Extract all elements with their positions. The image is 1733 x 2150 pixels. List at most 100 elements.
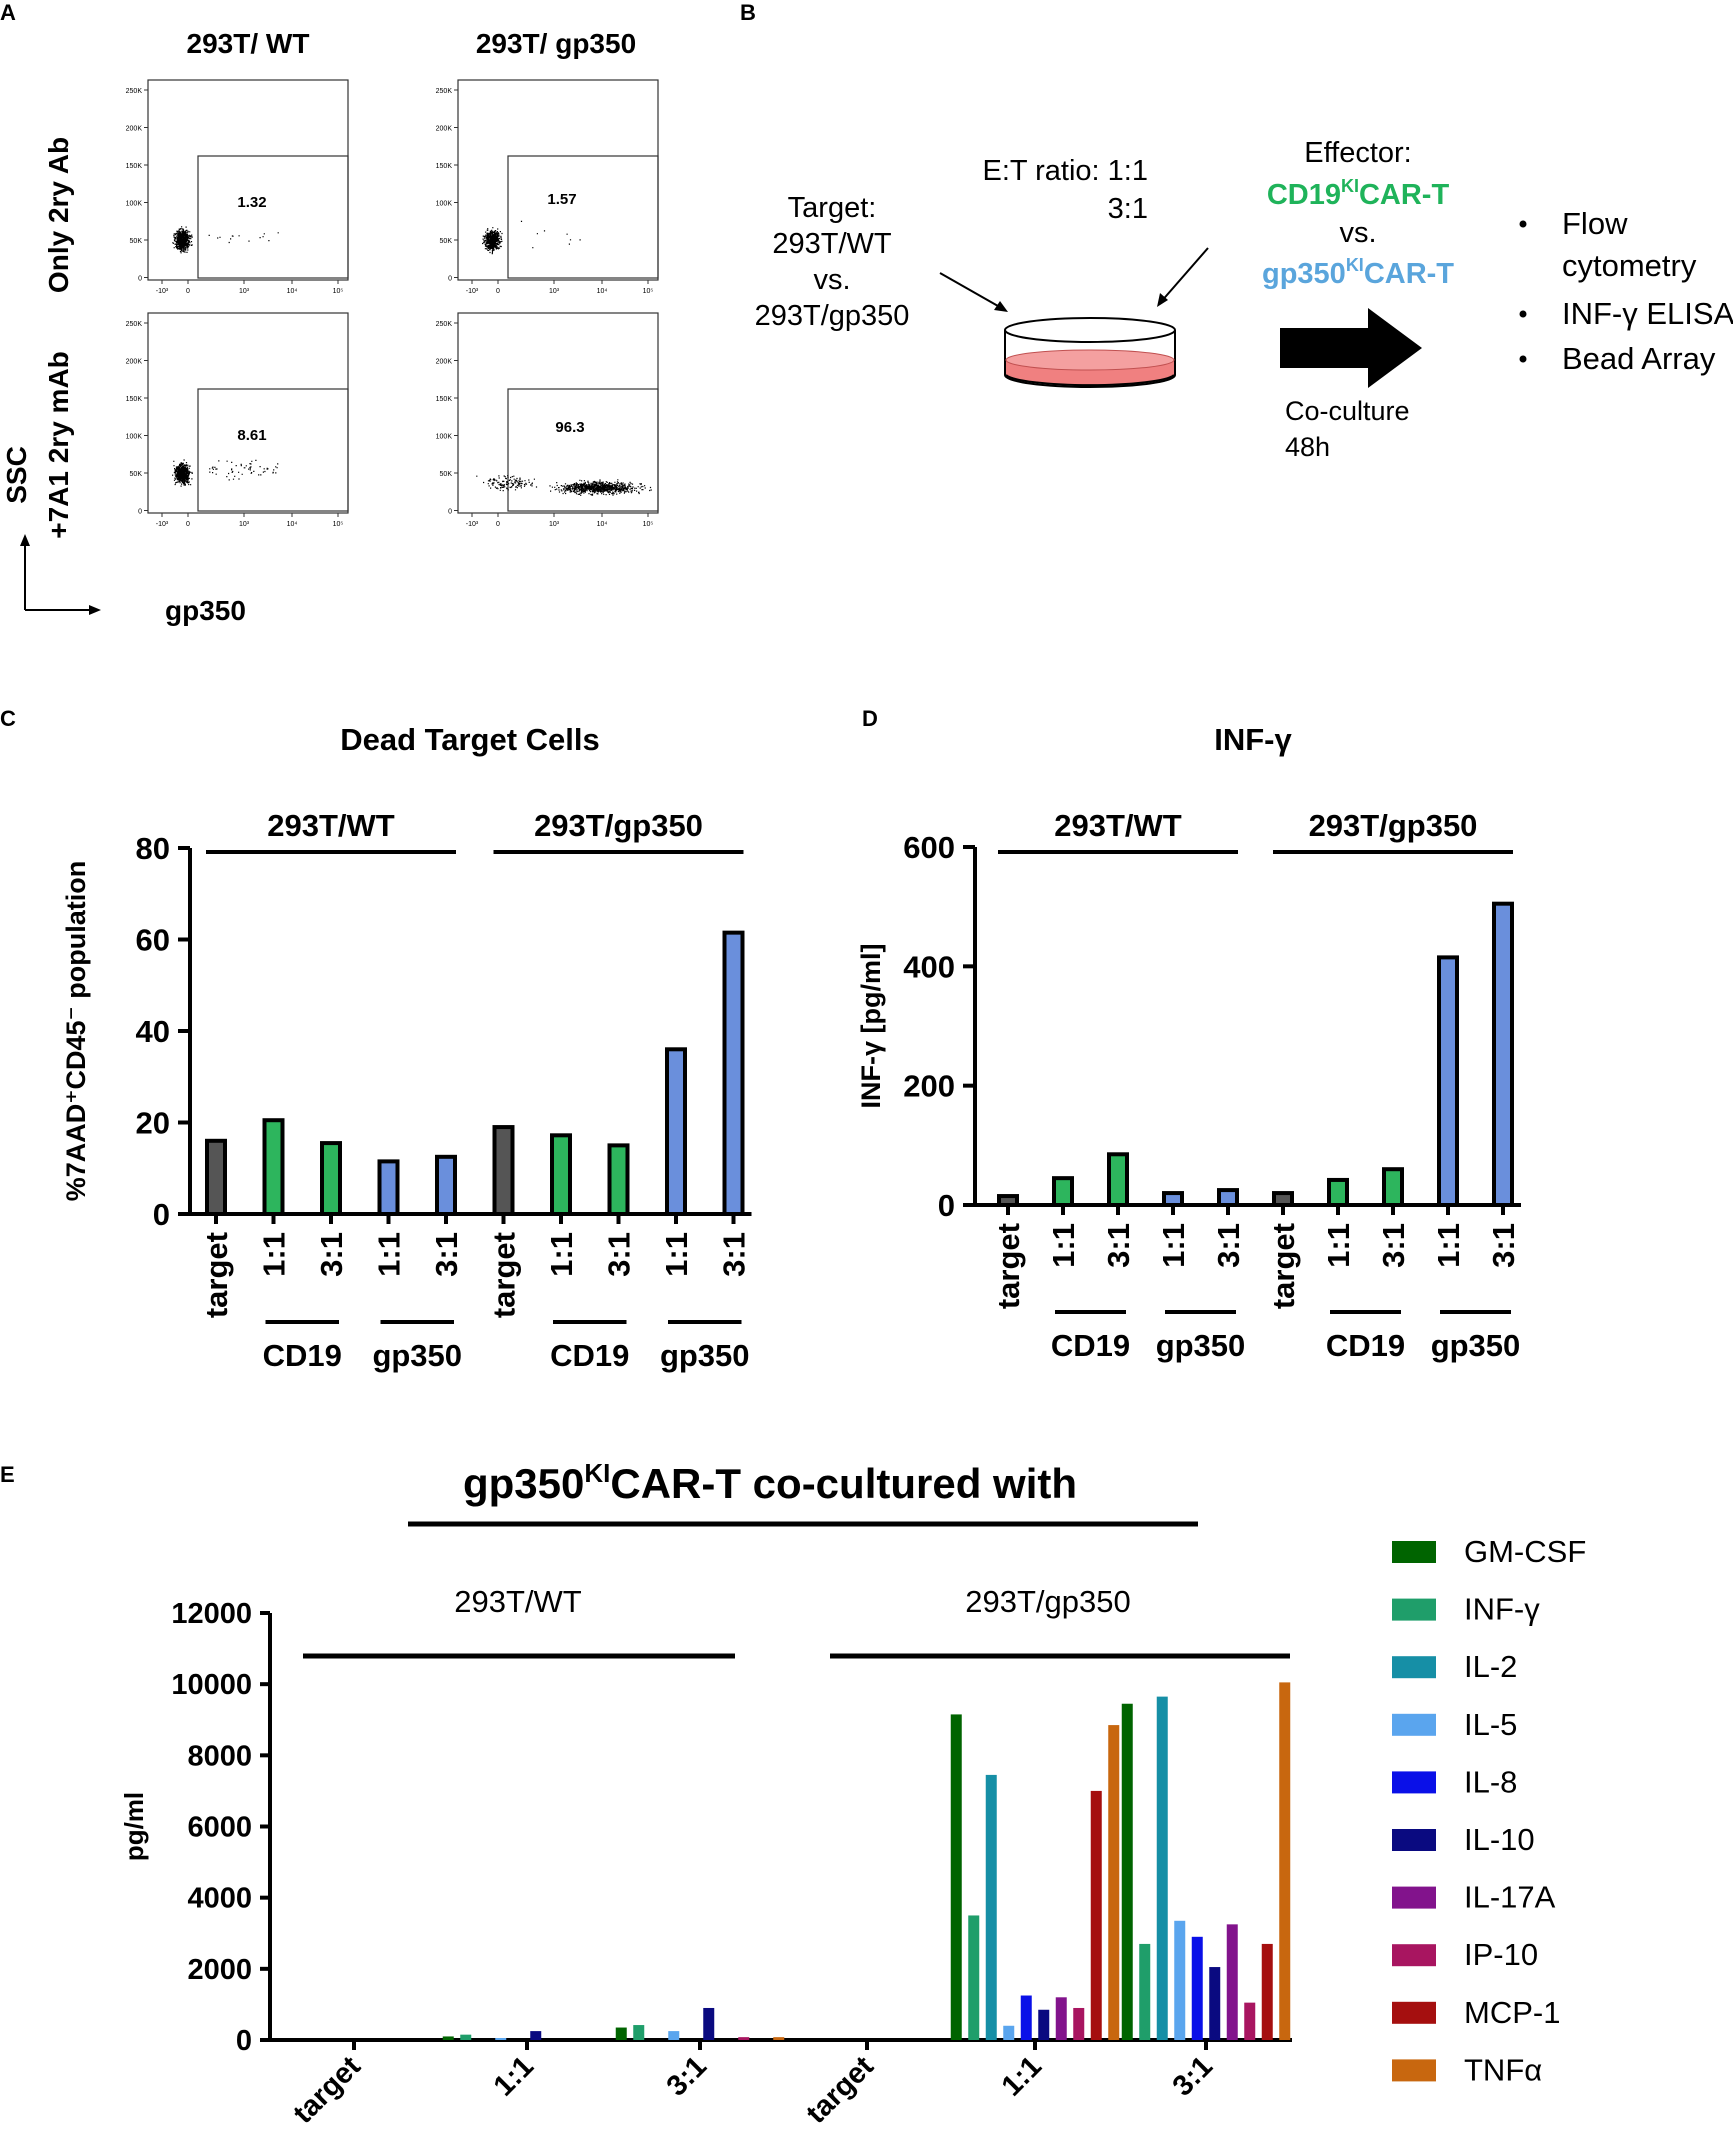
- x-tick-label: 1:1: [1431, 1223, 1466, 1268]
- x-tick: 10⁵: [333, 521, 344, 528]
- bar: [442, 2036, 454, 2040]
- bar: [495, 2038, 507, 2040]
- gate-box: [507, 155, 659, 279]
- x-tick: 0: [186, 288, 190, 295]
- bar: [1073, 2007, 1085, 2040]
- x-tick-label: target: [800, 2050, 880, 2130]
- y-tick: 200K: [126, 126, 143, 133]
- bar: [205, 1138, 227, 1216]
- panel-b-schematic: Target: 293T/WT vs. 293T/gp350 E:T ratio…: [755, 137, 1733, 462]
- subgroup-label: gp350: [1431, 1328, 1521, 1363]
- subgroup-label: CD19: [550, 1338, 629, 1373]
- bar: [550, 1133, 572, 1216]
- bar: [377, 1159, 400, 1217]
- y-axis-label: INF-γ [pg/ml]: [856, 944, 886, 1109]
- scatter-events: [476, 475, 652, 496]
- legend-swatch: [1392, 1886, 1436, 1909]
- bar: [460, 2034, 472, 2040]
- x-tick-label: 1:1: [996, 2050, 1048, 2102]
- bar: [1437, 955, 1459, 1207]
- panel-b-letter: B: [740, 0, 756, 25]
- gate-value: 8.61: [237, 427, 266, 444]
- bar: [262, 1118, 285, 1216]
- x-tick-label: target: [991, 1223, 1026, 1309]
- x-tick: 10⁵: [643, 521, 654, 528]
- x-tick: 0: [496, 288, 500, 295]
- group-label: 293T/gp350: [534, 808, 703, 843]
- row-title: Only 2ry Ab: [43, 137, 74, 293]
- subgroup-label: CD19: [1326, 1328, 1405, 1363]
- bar: [1217, 1188, 1239, 1208]
- flow-plot: 250K 200K 150K 100K 50K 0 -10³ 0 10³ 10⁴ 10⁵ 1.57: [436, 79, 659, 295]
- bullet: [1519, 355, 1527, 363]
- legend-swatch: [1392, 1713, 1436, 1736]
- x-tick-label: 1:1: [1156, 1223, 1191, 1268]
- bar: [950, 1714, 962, 2040]
- y-tick-label: 20: [136, 1106, 170, 1141]
- y-axis-label: %7AAD⁺CD45⁻ population: [61, 861, 91, 1202]
- bar: [738, 2037, 750, 2040]
- y-tick-label: 10000: [171, 1669, 252, 1701]
- bar: [1261, 1943, 1273, 2040]
- y-tick: 100K: [126, 201, 143, 208]
- legend-label: IL-2: [1464, 1649, 1517, 1684]
- y-tick: 150K: [126, 396, 143, 403]
- legend-label: IP-10: [1464, 1937, 1538, 1972]
- bar: [1052, 1176, 1074, 1207]
- chart-title: INF-γ: [1214, 722, 1292, 757]
- x-tick-label: 3:1: [1486, 1223, 1521, 1268]
- y-tick: 0: [448, 509, 452, 516]
- target-line-3: vs.: [813, 264, 850, 296]
- x-arrow-head: [89, 605, 101, 615]
- chart-title: Dead Target Cells: [340, 722, 600, 757]
- y-tick-label: 80: [136, 831, 170, 866]
- bar: [1279, 1682, 1291, 2040]
- legend-label: TNFα: [1464, 2052, 1542, 2087]
- target-line-1: Target:: [788, 192, 877, 224]
- bar: [530, 2031, 542, 2040]
- ratio-line-1: E:T ratio: 1:1: [983, 155, 1149, 187]
- gate-box: [507, 388, 659, 512]
- y-axis-label: SSC: [1, 446, 32, 504]
- y-tick: 0: [138, 509, 142, 516]
- bar: [1121, 1703, 1133, 2040]
- bar: [1382, 1167, 1404, 1208]
- x-tick: 10⁴: [597, 521, 608, 528]
- x-tick: 10⁴: [287, 288, 298, 295]
- bar: [633, 2025, 645, 2040]
- x-tick: 10³: [549, 521, 560, 528]
- y-tick: 250K: [436, 321, 453, 328]
- target-line-2: 293T/WT: [772, 228, 892, 260]
- gate-value: 1.32: [237, 194, 266, 211]
- vs-label: vs.: [1339, 217, 1376, 249]
- cd19-car-label: CD19KICAR-T: [1267, 176, 1450, 211]
- x-tick-label: 3:1: [717, 1232, 752, 1277]
- panel-a-flow-plots: 293T/ WT 293T/ gp350 Only 2ry Ab +7A1 2ry m…: [1, 28, 659, 626]
- bar: [1209, 1967, 1221, 2040]
- bar: [722, 930, 745, 1216]
- bar: [985, 1774, 997, 2040]
- x-tick-label: target: [287, 2050, 367, 2130]
- readout-bead-array: Bead Array: [1562, 341, 1716, 376]
- y-tick-label: 600: [903, 830, 955, 865]
- legend-swatch: [1392, 1598, 1436, 1621]
- gate-value: 1.57: [547, 191, 576, 208]
- y-tick: 50K: [130, 238, 143, 245]
- scatter-events: [172, 226, 279, 254]
- x-tick: 10³: [549, 288, 560, 295]
- y-tick-label: 2000: [187, 1954, 252, 1986]
- readout-cytometry: cytometry: [1562, 248, 1697, 283]
- bar: [1226, 1924, 1238, 2040]
- bar: [703, 2007, 715, 2040]
- bar: [1038, 2009, 1050, 2040]
- coculture-line-1: Co-culture: [1285, 396, 1410, 426]
- y-tick: 150K: [436, 396, 453, 403]
- y-tick-label: 0: [938, 1188, 955, 1223]
- x-tick: -10³: [156, 521, 169, 528]
- x-tick: -10³: [466, 521, 479, 528]
- gate-value: 96.3: [555, 419, 584, 436]
- y-tick: 200K: [436, 126, 453, 133]
- bar: [968, 1915, 980, 2040]
- legend-label: INF-γ: [1464, 1592, 1540, 1627]
- bar: [1244, 2002, 1256, 2040]
